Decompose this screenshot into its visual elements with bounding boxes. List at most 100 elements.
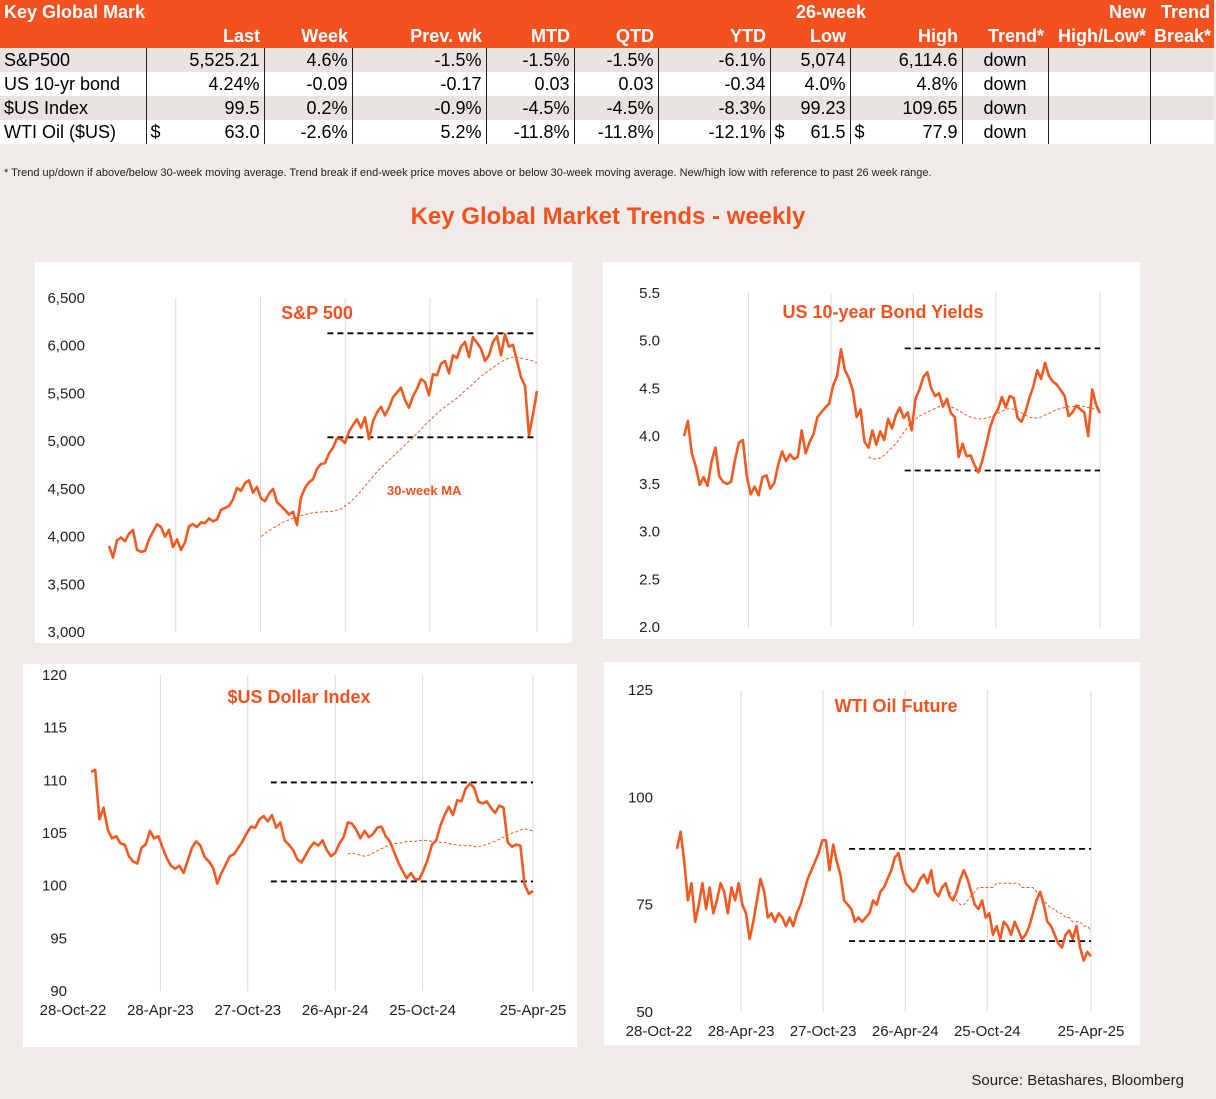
- table-row: US 10-yr bond 4.24% -0.09 -0.17 0.03 0.0…: [0, 72, 1214, 96]
- cell-week: 0.2%: [264, 96, 353, 120]
- sp500-chart-panel: 3,000 3,500 4,000 4,500 5,000 5,500 6,000 6,500…: [35, 262, 572, 643]
- row-name: US 10-yr bond: [0, 72, 147, 96]
- cell-high-value: 77.9: [922, 122, 958, 142]
- y-tick-label: 4.5: [639, 380, 660, 397]
- y-tick-label: 3,000: [47, 624, 85, 641]
- cell-new-high-low: [1048, 48, 1151, 72]
- cell-prev: 5.2%: [352, 120, 487, 144]
- cell-last: 5,525.21: [146, 48, 265, 72]
- cell-high: 109.65: [850, 96, 963, 120]
- y-tick-label: 5.0: [639, 333, 660, 350]
- col-header-last: Last: [146, 24, 264, 48]
- cell-qtd: -1.5%: [574, 48, 659, 72]
- x-tick-label: 28-Oct-22: [626, 1023, 693, 1040]
- x-tick-label: 28-Apr-23: [127, 1002, 194, 1019]
- y-tick-label: 3.5: [639, 476, 660, 493]
- group-header-26-week: 26-week: [770, 0, 962, 24]
- row-name: S&P500: [0, 48, 147, 72]
- x-tick-label: 25-Oct-24: [389, 1002, 456, 1019]
- cell-prev: -0.17: [352, 72, 487, 96]
- cell-low-value: 61.5: [810, 122, 846, 142]
- ma-annotation: 30-week MA: [387, 483, 462, 498]
- y-tick-label: 50: [636, 1004, 653, 1021]
- cell-qtd: -4.5%: [574, 96, 659, 120]
- cell-trend: down: [962, 96, 1049, 120]
- y-tick-label: 105: [42, 825, 67, 842]
- cell-ytd: -8.3%: [658, 96, 771, 120]
- cell-week: 4.6%: [264, 48, 353, 72]
- y-tick-label: 3,500: [47, 576, 85, 593]
- cell-low: 5,074: [770, 48, 851, 72]
- source-note: Source: Betashares, Bloomberg: [971, 1072, 1184, 1089]
- chart-title: US 10-year Bond Yields: [782, 302, 983, 322]
- cell-new-high-low: [1048, 72, 1151, 96]
- cell-trend: down: [962, 120, 1049, 144]
- x-tick-label: 25-Apr-25: [1058, 1023, 1125, 1040]
- y-tick-label: 2.0: [639, 619, 660, 636]
- table-header-row-2: Last Week Prev. wk MTD QTD YTD Low High …: [0, 24, 1214, 48]
- cell-trend-break: [1150, 120, 1214, 144]
- table-row: $US Index 99.5 0.2% -0.9% -4.5% -4.5% -8…: [0, 96, 1214, 120]
- y-tick-label: 120: [42, 667, 67, 684]
- x-tick-label: 26-Apr-24: [302, 1002, 369, 1019]
- cell-high: 4.8%: [850, 72, 963, 96]
- table-header-row-1: Key Global Markets 26-week New Trend: [0, 0, 1214, 24]
- cell-high: 6,114.6: [850, 48, 963, 72]
- currency-symbol: $: [774, 122, 785, 142]
- chart-title: $US Dollar Index: [227, 687, 370, 707]
- table-row: S&P500 5,525.21 4.6% -1.5% -1.5% -1.5% -…: [0, 48, 1214, 72]
- y-tick-label: 95: [50, 930, 67, 947]
- y-tick-label: 3.0: [639, 524, 660, 541]
- cell-week: -0.09: [264, 72, 353, 96]
- y-tick-label: 100: [628, 789, 653, 806]
- x-tick-label: 26-Apr-24: [872, 1023, 939, 1040]
- main-title: Key Global Market Trends - weekly: [410, 203, 806, 230]
- cell-mtd: -11.8%: [486, 120, 575, 144]
- col-header-new: New: [1048, 0, 1150, 24]
- cell-qtd: -11.8%: [574, 120, 659, 144]
- price-series-line: [675, 830, 1092, 962]
- y-tick-label: 4,500: [47, 481, 85, 498]
- price-series-line: [682, 348, 1102, 497]
- y-tick-label: 6,000: [47, 338, 85, 355]
- markets-table-section: Key Global Markets 26-week New Trend Las…: [0, 0, 1216, 144]
- cell-prev: -1.5%: [352, 48, 487, 72]
- col-header-trend: Trend*: [962, 24, 1048, 48]
- col-header-qtd: QTD: [574, 24, 658, 48]
- table-title: Key Global Markets: [0, 0, 146, 24]
- cell-trend: down: [962, 72, 1049, 96]
- cell-high: $77.9: [850, 120, 963, 144]
- x-tick-label: 25-Apr-25: [500, 1002, 567, 1019]
- cell-last: 99.5: [146, 96, 265, 120]
- us10y-chart-panel: 2.0 2.5 3.0 3.5 4.0 4.5 5.0 5.5 US 10-year Bond …: [603, 262, 1140, 639]
- cell-prev: -0.9%: [352, 96, 487, 120]
- moving-average-line: [868, 404, 1101, 460]
- col-header-break: Break*: [1150, 24, 1214, 48]
- col-header-high: High: [850, 24, 962, 48]
- price-series-line: [107, 333, 539, 559]
- col-header-low: Low: [770, 24, 850, 48]
- y-tick-label: 115: [43, 720, 67, 737]
- x-tick-label: 28-Apr-23: [708, 1023, 775, 1040]
- col-header-week: Week: [264, 24, 352, 48]
- chart-svg: 2.0 2.5 3.0 3.5 4.0 4.5 5.0 5.5 US 10-year Bond …: [639, 285, 1102, 636]
- cell-trend-break: [1150, 48, 1214, 72]
- table-footnote: * Trend up/down if above/below 30-week m…: [4, 167, 932, 179]
- y-tick-label: 125: [628, 682, 653, 699]
- row-name: $US Index: [0, 96, 147, 120]
- y-tick-label: 110: [43, 772, 67, 789]
- usd-index-chart-panel: 90 95 100 105 110 115 120 28-Oct-22 28-Apr-23 27-…: [23, 664, 577, 1047]
- x-tick-label: 27-Oct-23: [790, 1023, 857, 1040]
- chart-title: S&P 500: [281, 303, 353, 323]
- y-tick-label: 5,000: [47, 433, 85, 450]
- chart-title: WTI Oil Future: [835, 696, 958, 716]
- col-header-prev: Prev. wk: [352, 24, 486, 48]
- y-tick-label: 5.5: [639, 285, 660, 302]
- col-header-ytd: YTD: [658, 24, 770, 48]
- table-row: WTI Oil ($US) $63.0 -2.6% 5.2% -11.8% -1…: [0, 120, 1214, 144]
- cell-mtd: -1.5%: [486, 48, 575, 72]
- cell-new-high-low: [1048, 120, 1151, 144]
- col-header-trend-top: Trend: [1150, 0, 1214, 24]
- cell-ytd: -0.34: [658, 72, 771, 96]
- cell-low: 4.0%: [770, 72, 851, 96]
